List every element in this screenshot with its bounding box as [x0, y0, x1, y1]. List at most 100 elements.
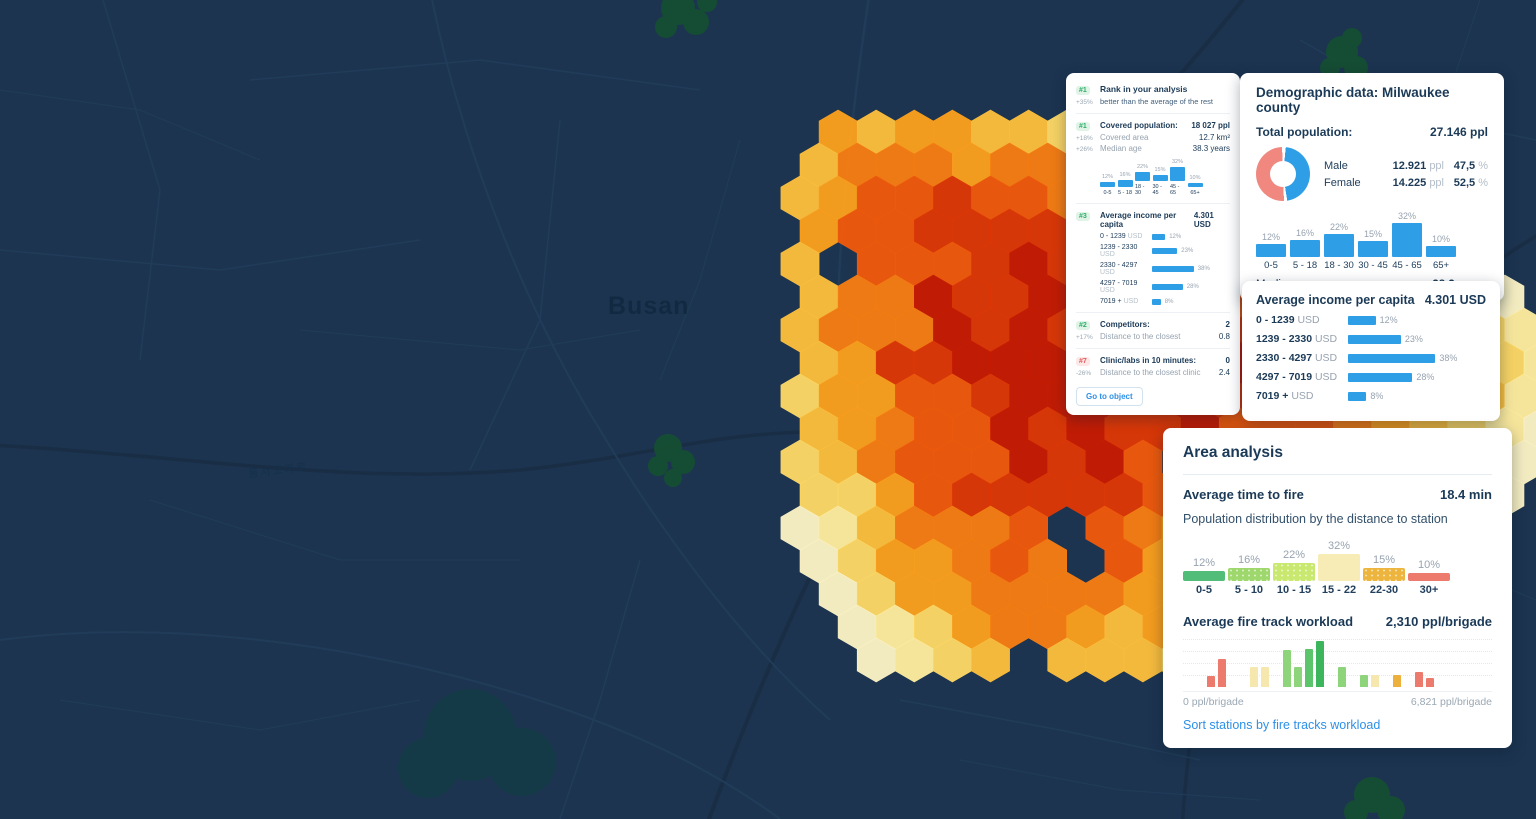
covered-area-delta: +18% [1076, 135, 1093, 142]
heatmap-hexagon[interactable] [1523, 341, 1536, 385]
income-row: 7019 + USD 8% [1256, 390, 1486, 402]
income-bar [1152, 298, 1161, 305]
workload-axis-min: 0 ppl/brigade [1183, 696, 1244, 709]
bar-percent-label: 12% [1192, 557, 1216, 569]
workload-value: 2,310 ppl/brigade [1385, 614, 1492, 630]
workload-bar [1283, 650, 1291, 688]
income-percent-label: 38% [1439, 353, 1458, 363]
distance-bar-10 - 15: 22% 10 - 15 [1273, 549, 1315, 596]
workload-bar [1426, 678, 1434, 688]
age-bar-30 - 45: 15% 30 - 45 [1358, 229, 1388, 271]
heatmap-hexagon[interactable] [1523, 407, 1536, 451]
workload-bar [1316, 641, 1324, 688]
bar-category-label: 22-30 [1369, 584, 1399, 597]
closest-competitor-value: 0.8 [1218, 332, 1230, 342]
bar [1324, 233, 1354, 257]
bar [1117, 180, 1133, 188]
bar-percent-label: 12% [1261, 232, 1280, 242]
time-to-fire-label: Average time to fire [1183, 487, 1304, 502]
age-bar-65+: 10% 65+ [1187, 174, 1203, 197]
bar-category-label: 30 - 45 [1152, 184, 1162, 197]
income-percent-label: 28% [1416, 372, 1435, 382]
bar [1170, 167, 1185, 182]
female-label: Female [1324, 176, 1361, 189]
income-percent-label: 28% [1186, 284, 1199, 291]
income-bar [1152, 266, 1194, 273]
closest-clinic-value: 2.4 [1218, 368, 1230, 378]
workload-bar [1261, 667, 1269, 688]
distance-bar-30+: 10% 30+ [1408, 559, 1450, 597]
median-age-delta: +26% [1076, 146, 1093, 153]
histogram-gridline [1183, 663, 1492, 665]
female-pct-unit: % [1478, 176, 1488, 189]
histogram-gridline [1183, 639, 1492, 641]
bar [1135, 171, 1150, 182]
income-bar [1152, 284, 1183, 291]
income-range-label: 2330 - 4297 USD [1256, 352, 1338, 364]
male-pct-unit: % [1478, 159, 1488, 172]
age-bar-18 - 30: 22% 18 - 30 [1324, 222, 1354, 271]
bar [1358, 240, 1388, 257]
male-label: Male [1324, 159, 1348, 172]
age-bar-5 - 18: 16% 5 - 18 [1117, 172, 1133, 197]
bar-percent-label: 16% [1119, 172, 1131, 179]
age-bar-45 - 65: 32% 45 - 65 [1392, 211, 1422, 271]
bar-category-label: 5 - 18 [1117, 190, 1133, 197]
clinics-label: Clinic/labs in 10 minutes: [1100, 356, 1197, 366]
bar-category-label: 65+ [1190, 190, 1200, 197]
go-to-object-button[interactable]: Go to object [1076, 387, 1143, 407]
income-range-label: 4297 - 7019 USD [1100, 280, 1138, 295]
bar-category-label: 15 - 22 [1321, 584, 1357, 597]
bar-percent-label: 32% [1171, 159, 1183, 165]
gender-table: Male 12.921 ppl 47,5 % Female 14.225 ppl… [1324, 155, 1488, 194]
age-bar-0-5: 12% 0-5 [1256, 232, 1286, 271]
bar-percent-label: 16% [1295, 227, 1314, 238]
bar-category-label: 45 - 65 [1170, 184, 1180, 197]
bar [1228, 567, 1270, 582]
median-age-label: Median age [1100, 144, 1142, 153]
income-rank-title: Average income per capita [1100, 211, 1177, 230]
distance-bar-5 - 10: 16% 5 - 10 [1228, 554, 1270, 596]
female-unit: ppl [1429, 176, 1444, 189]
income-percent-label: 38% [1197, 266, 1210, 273]
income-row: 0 - 1239 USD 12% [1100, 233, 1230, 240]
income-row: 2330 - 4297 USD 38% [1100, 262, 1230, 276]
workload-axis-max: 6,821 ppl/brigade [1410, 696, 1492, 709]
male-value: 12.921 [1392, 159, 1427, 172]
bar-category-label: 30+ [1419, 584, 1439, 597]
workload-bar [1360, 675, 1368, 688]
sort-stations-link[interactable]: Sort stations by fire tracks workload [1183, 718, 1381, 733]
income-percent-label: 23% [1181, 248, 1194, 255]
male-unit: ppl [1429, 159, 1444, 172]
competitors-delta: +17% [1076, 334, 1093, 342]
bar-percent-label: 10% [1189, 174, 1201, 181]
age-bar-5 - 18: 16% 5 - 18 [1290, 228, 1320, 271]
income-bars-chart: 0 - 1239 USD 12% 1239 - 2330 USD 23% 2330 - … [1256, 314, 1486, 402]
distance-bar-0-5: 12% 0-5 [1183, 557, 1225, 596]
bar-category-label: 18 - 30 [1324, 259, 1354, 271]
income-row: 2330 - 4297 USD 38% [1256, 352, 1486, 364]
distance-distribution-chart: 12% 0-5 16% 5 - 10 22% 10 - 15 32% 15 - 22 15% 22… [1183, 540, 1492, 596]
workload-label: Average fire track workload [1183, 614, 1354, 630]
clinics-delta: -26% [1076, 370, 1092, 378]
income-range-label: 4297 - 7019 USD [1256, 371, 1338, 383]
income-rank-value: 4.301 USD [1193, 211, 1214, 230]
workload-bar [1338, 667, 1346, 688]
bar [1152, 174, 1168, 182]
bar [1290, 239, 1320, 257]
bar [1187, 182, 1203, 188]
area-analysis-title: Area analysis [1183, 444, 1283, 461]
rank-badge: #1 [1076, 86, 1090, 95]
bar-category-label: 65+ [1432, 259, 1450, 271]
competitors-value: 2 [1225, 320, 1230, 330]
population-badge: #1 [1076, 122, 1090, 131]
rank-analysis-card: #1 Rank in your analysis +35% better tha… [1066, 73, 1240, 416]
bar-category-label: 30 - 45 [1358, 259, 1388, 271]
heatmap-hexagon[interactable] [971, 637, 1010, 683]
income-row: 4297 - 7019 USD 28% [1100, 280, 1230, 294]
income-percent-label: 8% [1370, 391, 1384, 401]
distance-bar-22-30: 15% 22-30 [1363, 554, 1405, 596]
workload-histogram [1183, 639, 1492, 688]
age-distribution-chart: 12% 0-5 16% 5 - 18 22% 18 - 30 15% 30 - 45 32% 45… [1256, 211, 1488, 271]
